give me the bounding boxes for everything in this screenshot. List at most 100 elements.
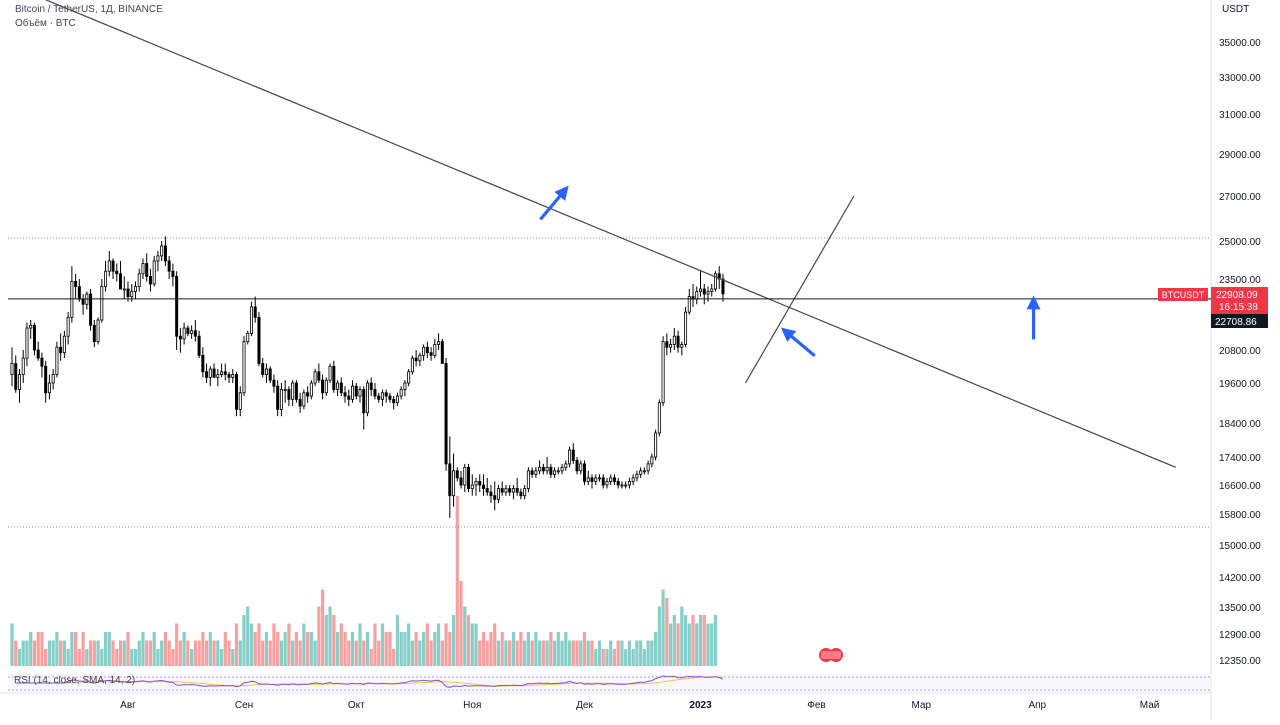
candle [676, 335, 680, 348]
volume-bar [130, 649, 134, 666]
volume-bar [362, 640, 366, 666]
volume-bar [182, 632, 186, 666]
candle [702, 288, 706, 295]
candle [575, 460, 579, 472]
volume-bar [691, 615, 695, 666]
volume-bars [10, 496, 718, 666]
arrow-shape [780, 327, 816, 358]
volume-bar [631, 649, 635, 666]
volume-bar [605, 649, 609, 666]
volume-bar [74, 632, 78, 666]
volume-bar [552, 640, 557, 666]
price-axis-currency: USDT [1222, 4, 1249, 15]
candle [624, 484, 628, 487]
volume-bar [107, 632, 111, 666]
candle [687, 296, 691, 313]
volume-bar [414, 632, 418, 666]
volume-bar [642, 649, 646, 666]
volume-bar [44, 649, 48, 666]
candle [369, 382, 373, 390]
candle [283, 389, 287, 391]
candle [523, 488, 527, 497]
volume-bar [624, 649, 628, 666]
volume-bar [545, 640, 549, 666]
candle [553, 470, 557, 475]
rsi-legend[interactable]: RSI (14, close, SMA, 14, 2) [14, 675, 136, 686]
volume-bar [21, 640, 25, 666]
candle [571, 449, 575, 461]
volume-bar [534, 632, 538, 666]
price-tick-label: 25000.00 [1219, 237, 1261, 248]
volume-bar [272, 623, 276, 666]
volume-bar [347, 640, 351, 666]
candle [10, 363, 14, 375]
volume-bar [377, 640, 381, 666]
volume-bar [586, 640, 590, 666]
candle [538, 466, 542, 472]
drawings[interactable] [0, 0, 1211, 468]
candle [145, 263, 149, 277]
volume-bar [388, 632, 392, 666]
volume-bar [422, 632, 426, 666]
candle [291, 382, 295, 400]
candle [328, 365, 332, 381]
candle [201, 354, 205, 373]
candle [579, 463, 583, 472]
time-axis[interactable]: Авг Сен Окт Ноя Дек 2023 Фев Мар Апр Май [120, 700, 1159, 711]
time-tick-label: Авг [120, 700, 136, 711]
candle [481, 484, 485, 489]
volume-bar [567, 640, 572, 666]
volume-bar [111, 640, 115, 666]
candle [448, 463, 452, 497]
candle [422, 346, 426, 356]
candle [433, 344, 437, 356]
candle [339, 382, 343, 394]
volume-bar [332, 615, 336, 666]
volume-bar [298, 640, 302, 666]
volume-bar [425, 623, 429, 666]
volume-bar [279, 640, 284, 666]
candle [242, 341, 246, 394]
volume-title[interactable]: Объём · BTC [15, 17, 76, 29]
volume-bar [96, 640, 100, 666]
candle [171, 270, 175, 277]
annotation-arrow [539, 185, 569, 221]
volume-bar [204, 640, 209, 666]
volume-bar [283, 632, 287, 666]
volume-bar [66, 649, 70, 666]
candle [107, 260, 111, 272]
candle [126, 288, 130, 297]
time-tick-label: Май [1140, 700, 1160, 711]
volume-bar [287, 623, 291, 666]
price-tick-label: 23500.00 [1219, 275, 1261, 286]
volume-bar [193, 640, 197, 666]
chart-legend: Bitcoin / TetherUS, 1Д, BINANCE Объём · … [15, 3, 163, 30]
volume-flag-badge[interactable] [819, 648, 843, 662]
volume-bar [463, 606, 467, 666]
volume-bar [160, 640, 164, 666]
volume-bar [538, 640, 542, 666]
volume-bar [163, 632, 168, 666]
volume-bar [313, 640, 317, 666]
price-axis[interactable]: USDT 35000.00 33000.00 31000.00 29000.00 2700… [1219, 4, 1261, 667]
volume-bar [597, 640, 602, 666]
candle [511, 488, 515, 493]
symbol-title[interactable]: Bitcoin / TetherUS, 1Д, BINANCE [15, 4, 163, 15]
candle [246, 333, 250, 343]
candle [399, 389, 403, 397]
candle [321, 379, 325, 394]
volume-bar [115, 649, 119, 666]
candle [279, 389, 283, 410]
volume-bar [582, 632, 587, 666]
candle [70, 281, 74, 318]
candle [160, 245, 164, 257]
candle [661, 341, 665, 404]
time-tick-label: 2023 [689, 700, 712, 711]
candle [467, 466, 471, 489]
candle [496, 488, 500, 500]
volume-bar [541, 640, 545, 666]
volume-bar [257, 623, 261, 666]
volume-bar [496, 640, 501, 666]
